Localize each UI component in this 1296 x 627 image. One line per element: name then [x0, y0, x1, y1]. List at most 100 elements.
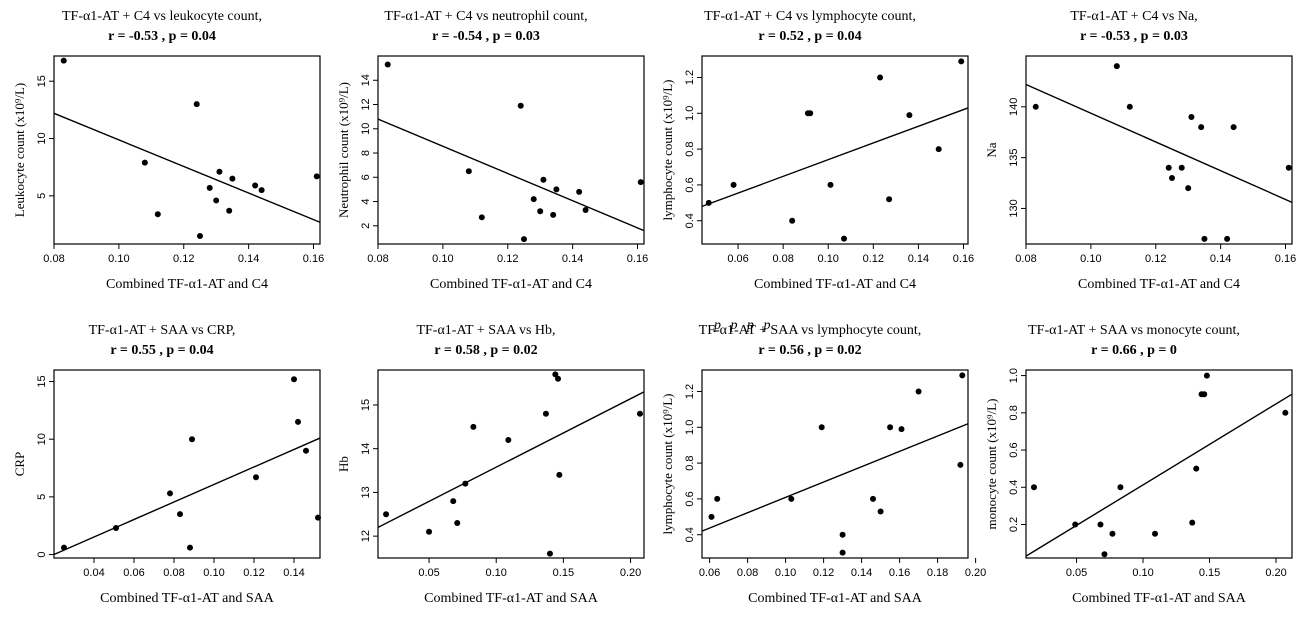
data-point [915, 388, 922, 395]
data-point [530, 196, 537, 203]
y-tick-label: 1.2 [684, 70, 696, 85]
data-point [576, 188, 583, 195]
x-tick-label: 0.14 [238, 253, 259, 265]
regression-line [701, 423, 969, 532]
data-point [505, 436, 512, 443]
data-point [1185, 185, 1192, 192]
data-point [450, 498, 457, 505]
data-point [818, 424, 825, 431]
x-tick-label: 0.16 [627, 253, 648, 265]
x-axis-label: Combined TF-α1-AT and C4 [754, 277, 916, 292]
data-point [935, 146, 942, 153]
x-tick-label: 0.05 [418, 567, 439, 579]
data-point [462, 480, 469, 487]
regression-line [53, 437, 321, 556]
panel-saa-hb: TF-α1-AT + SAA vs Hb, r = 0.58 , p = 0.02… [324, 314, 648, 627]
regression-line [701, 107, 969, 208]
data-point [1198, 124, 1205, 131]
data-point [1193, 465, 1200, 472]
plot-frame [53, 369, 321, 559]
data-point [537, 208, 544, 215]
chart-subtitle: r = 0.66 , p = 0 [1091, 343, 1177, 358]
data-point [959, 372, 966, 379]
data-point [520, 236, 527, 243]
y-tick-label: 135 [1008, 148, 1020, 166]
y-tick-label: 0 [36, 551, 48, 557]
y-axis-label: CRP [12, 452, 27, 477]
panel-c4-na: TF-α1-AT + C4 vs Na, r = -0.53 , p = 0.03… [972, 0, 1296, 313]
x-tick-label: 0.12 [863, 253, 884, 265]
data-point [1101, 551, 1108, 558]
scatter-plot: TF-α1-AT + SAA vs Hb, r = 0.58 , p = 0.02… [336, 323, 645, 606]
data-point [582, 207, 589, 214]
x-tick-label: 0.10 [432, 253, 453, 265]
data-point [517, 102, 524, 109]
data-point [187, 544, 193, 551]
data-point [1285, 164, 1292, 171]
x-tick-label: 0.10 [486, 567, 507, 579]
data-point [807, 110, 814, 117]
chart-subtitle: r = 0.55 , p = 0.04 [110, 343, 213, 358]
y-tick-label: 0.8 [684, 455, 696, 470]
data-point [1032, 103, 1039, 110]
data-point [1109, 530, 1116, 537]
data-point [1189, 519, 1196, 526]
panel-c4-leukocyte: TF-α1-AT + C4 vs leukocyte count, r = -0.… [0, 0, 324, 313]
scatter-plot: TF-α1-AT + C4 vs lymphocyte count, r = 0.… [660, 9, 974, 292]
y-tick-label: 0.4 [684, 213, 696, 228]
x-tick-label: 0.15 [1199, 567, 1220, 579]
y-tick-label: 0.6 [1008, 442, 1020, 457]
regression-line [377, 118, 645, 232]
y-tick-label: 1.0 [684, 420, 696, 435]
y-tick-label: 0.6 [684, 177, 696, 192]
x-tick-label: 0.20 [620, 567, 641, 579]
scatter-plot: TF-α1-AT + C4 vs neutrophil count, r = -0… [336, 9, 648, 292]
data-point [315, 514, 321, 521]
data-point [827, 181, 834, 188]
x-tick-label: 0.10 [775, 567, 796, 579]
data-point [877, 508, 884, 515]
data-point [789, 217, 796, 224]
scatter-plot: TF-α1-AT + SAA vs CRP, r = 0.55 , p = 0.0… [12, 323, 321, 606]
data-point [1282, 409, 1289, 416]
x-axis-label: Combined TF-α1-AT and SAA [748, 591, 923, 606]
x-tick-label: 0.20 [1265, 567, 1286, 579]
data-point [839, 531, 846, 538]
plot-frame [53, 55, 321, 245]
data-point [141, 159, 148, 166]
x-tick-label: 0.16 [889, 567, 910, 579]
y-tick-label: 5 [36, 193, 48, 199]
data-point [383, 511, 390, 518]
y-tick-label: 15 [36, 75, 48, 87]
x-tick-label: 0.18 [927, 567, 948, 579]
regression-line [1025, 393, 1293, 557]
plot-frame [1025, 55, 1293, 245]
data-point [552, 371, 559, 378]
data-point [1117, 484, 1124, 491]
x-tick-label: 0.14 [851, 567, 872, 579]
panel-c4-neutrophil: TF-α1-AT + C4 vs neutrophil count, r = -0… [324, 0, 648, 313]
x-axis-label: Combined TF-α1-AT and C4 [430, 277, 592, 292]
y-tick-label: 1.2 [684, 384, 696, 399]
panel-saa-crp: TF-α1-AT + SAA vs CRP, r = 0.55 , p = 0.0… [0, 314, 324, 627]
x-tick-label: 0.15 [553, 567, 574, 579]
data-point [1224, 235, 1231, 242]
data-point [546, 550, 553, 557]
y-tick-label: 14 [360, 443, 372, 455]
x-tick-label: 0.06 [727, 253, 748, 265]
data-point [258, 187, 265, 194]
x-tick-label: 0.10 [203, 567, 224, 579]
data-point [61, 544, 67, 551]
scatter-plot: TF-α1-AT + C4 vs leukocyte count, r = -0.… [12, 9, 324, 292]
data-point [957, 461, 964, 468]
x-tick-label: 0.08 [737, 567, 758, 579]
panel-saa-monocyte: TF-α1-AT + SAA vs monocyte count, r = 0.6… [972, 314, 1296, 627]
x-tick-label: 0.20 [965, 567, 986, 579]
y-tick-label: 10 [360, 123, 372, 135]
x-axis-label: Combined TF-α1-AT and SAA [100, 591, 275, 606]
plot-frame [377, 369, 645, 559]
y-axis-label: lymphocyte count (x10⁹/L) [660, 79, 675, 220]
data-point [637, 179, 644, 186]
x-tick-label: 0.08 [163, 567, 184, 579]
data-point [887, 424, 894, 431]
